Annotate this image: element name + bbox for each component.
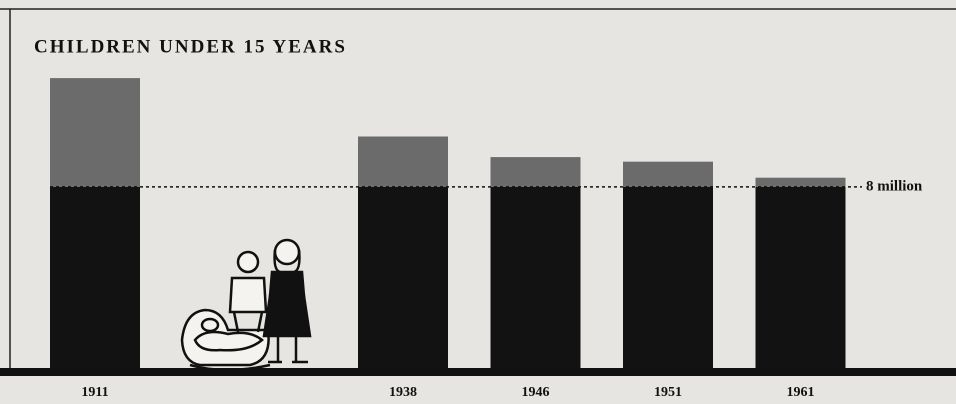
reference-label: 8 million: [866, 178, 923, 194]
chart-title: CHILDREN UNDER 15 YEARS: [34, 36, 347, 57]
bar-base: [50, 187, 140, 370]
bar-excess: [358, 136, 448, 186]
bar-base: [358, 187, 448, 370]
x-tick-label: 1911: [81, 385, 108, 400]
bar-excess: [623, 162, 713, 187]
bar-base: [623, 187, 713, 370]
bar-base: [491, 187, 581, 370]
bar-excess: [491, 157, 581, 187]
bar-excess: [50, 78, 140, 187]
x-tick-label: 1961: [787, 385, 815, 400]
x-tick-label: 1951: [654, 385, 682, 400]
x-tick-label: 1946: [522, 385, 550, 400]
bar-excess: [756, 178, 846, 187]
bar-base: [756, 187, 846, 370]
baseline: [0, 368, 956, 376]
chart: CHILDREN UNDER 15 YEARS 1911 1938 1946 1951…: [0, 0, 956, 404]
x-tick-label: 1938: [389, 385, 417, 400]
